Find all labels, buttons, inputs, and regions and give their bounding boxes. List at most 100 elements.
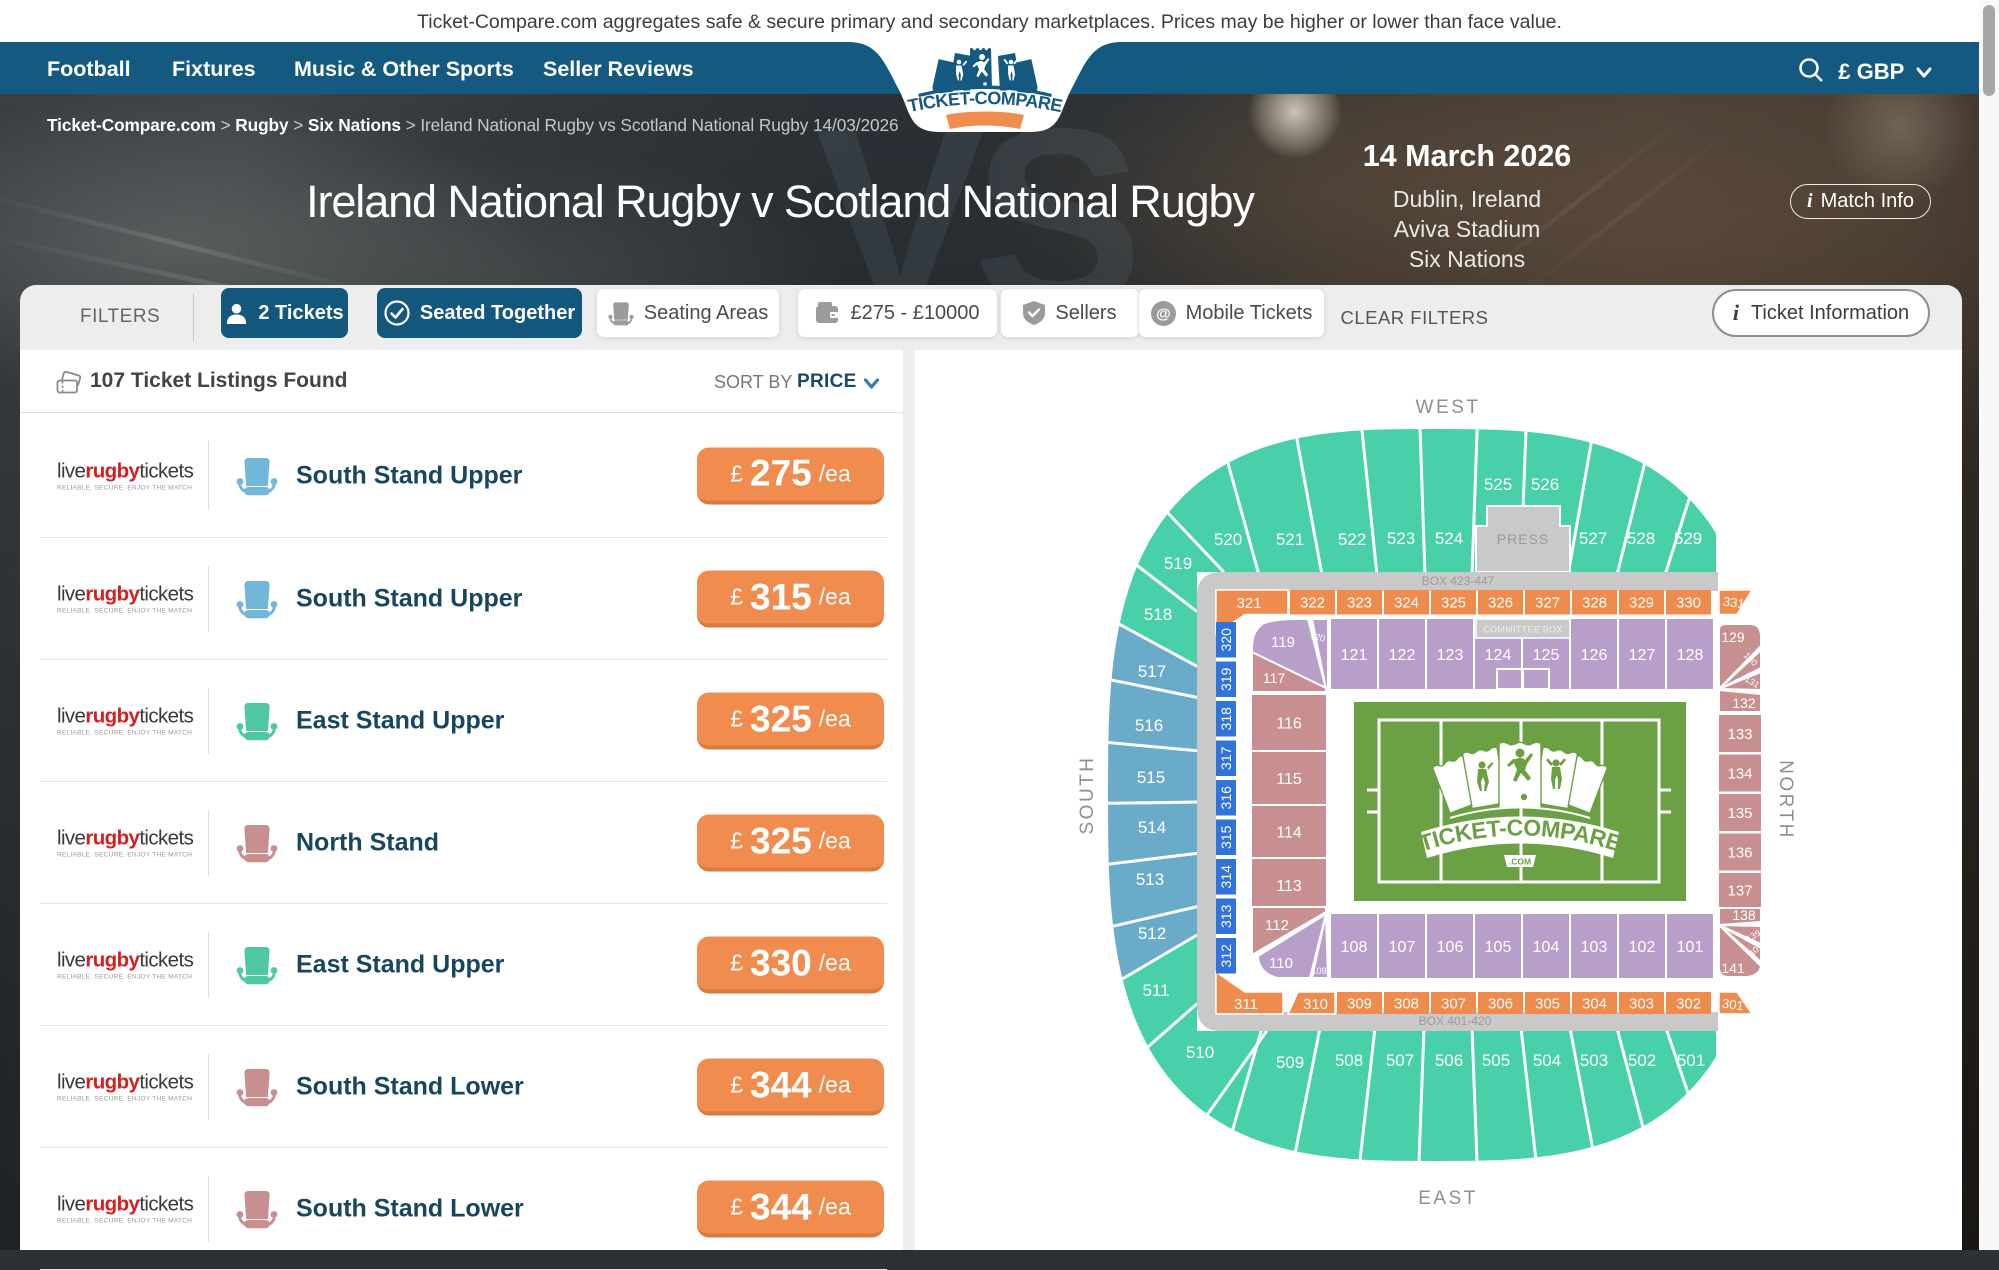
svg-text:315: 315 xyxy=(1218,825,1234,849)
svg-text:528: 528 xyxy=(1627,529,1655,548)
svg-text:509: 509 xyxy=(1276,1053,1304,1072)
svg-text:122: 122 xyxy=(1389,647,1416,664)
svg-text:325: 325 xyxy=(1441,595,1466,612)
svg-text:510: 510 xyxy=(1186,1043,1214,1062)
svg-text:505: 505 xyxy=(1482,1051,1510,1070)
svg-text:303: 303 xyxy=(1629,995,1654,1012)
svg-text:117: 117 xyxy=(1263,670,1286,686)
svg-text:327: 327 xyxy=(1535,595,1560,612)
svg-text:515: 515 xyxy=(1137,768,1165,787)
svg-text:WEST: WEST xyxy=(1416,397,1481,418)
svg-text:322: 322 xyxy=(1300,595,1325,612)
svg-text:302: 302 xyxy=(1676,995,1701,1012)
svg-text:508: 508 xyxy=(1335,1051,1363,1070)
svg-text:119: 119 xyxy=(1271,634,1295,651)
svg-text:PRESS: PRESS xyxy=(1497,531,1549,547)
svg-text:124: 124 xyxy=(1485,647,1512,664)
svg-text:501: 501 xyxy=(1677,1051,1705,1070)
svg-text:102: 102 xyxy=(1629,939,1656,956)
svg-text:316: 316 xyxy=(1218,786,1234,810)
svg-text:112: 112 xyxy=(1265,917,1289,934)
svg-text:109: 109 xyxy=(1311,966,1326,976)
svg-text:104: 104 xyxy=(1533,939,1560,956)
svg-text:137: 137 xyxy=(1727,882,1752,899)
svg-text:523: 523 xyxy=(1387,529,1415,548)
svg-text:512: 512 xyxy=(1138,924,1166,943)
svg-text:317: 317 xyxy=(1218,746,1234,770)
svg-text:120: 120 xyxy=(1309,630,1326,644)
svg-text:324: 324 xyxy=(1394,595,1419,612)
svg-text:321: 321 xyxy=(1236,595,1261,612)
svg-text:SOUTH: SOUTH xyxy=(1077,756,1098,835)
svg-text:319: 319 xyxy=(1218,667,1234,691)
svg-text:305: 305 xyxy=(1535,995,1560,1012)
svg-text:311: 311 xyxy=(1234,996,1258,1013)
svg-text:306: 306 xyxy=(1488,995,1513,1012)
svg-text:310: 310 xyxy=(1303,996,1328,1013)
svg-text:521: 521 xyxy=(1276,530,1304,549)
svg-text:115: 115 xyxy=(1276,771,1302,788)
svg-text:326: 326 xyxy=(1488,595,1513,612)
svg-text:517: 517 xyxy=(1138,662,1166,681)
svg-text:514: 514 xyxy=(1138,818,1166,837)
svg-text:125: 125 xyxy=(1533,647,1560,664)
svg-text:136: 136 xyxy=(1727,844,1752,861)
svg-text:COMMITTEE BOX: COMMITTEE BOX xyxy=(1483,625,1562,635)
svg-text:NORTH: NORTH xyxy=(1775,760,1796,840)
svg-text:304: 304 xyxy=(1582,995,1607,1012)
svg-text:320: 320 xyxy=(1218,628,1234,652)
svg-text:529: 529 xyxy=(1674,529,1702,548)
svg-text:511: 511 xyxy=(1142,981,1169,1000)
svg-text:106: 106 xyxy=(1437,939,1464,956)
svg-text:141: 141 xyxy=(1721,960,1745,976)
svg-text:318: 318 xyxy=(1218,707,1234,731)
svg-text:138: 138 xyxy=(1732,907,1756,923)
svg-text:127: 127 xyxy=(1629,647,1656,664)
svg-text:524: 524 xyxy=(1435,529,1463,548)
svg-text:330: 330 xyxy=(1676,595,1701,612)
svg-text:108: 108 xyxy=(1341,939,1368,956)
svg-text:123: 123 xyxy=(1437,647,1464,664)
svg-text:507: 507 xyxy=(1386,1051,1414,1070)
svg-text:121: 121 xyxy=(1341,647,1368,664)
svg-text:504: 504 xyxy=(1533,1051,1561,1070)
svg-text:128: 128 xyxy=(1677,647,1704,664)
svg-text:527: 527 xyxy=(1579,529,1607,548)
svg-text:519: 519 xyxy=(1164,554,1192,573)
svg-text:308: 308 xyxy=(1394,995,1419,1012)
svg-text:135: 135 xyxy=(1727,805,1752,822)
svg-text:113: 113 xyxy=(1276,878,1302,895)
svg-text:314: 314 xyxy=(1218,865,1234,889)
svg-text:309: 309 xyxy=(1347,995,1372,1012)
svg-text:EAST: EAST xyxy=(1418,1188,1478,1209)
svg-text:323: 323 xyxy=(1347,595,1372,612)
svg-text:516: 516 xyxy=(1135,716,1163,735)
svg-text:BOX 423-447: BOX 423-447 xyxy=(1422,574,1495,588)
svg-text:313: 313 xyxy=(1218,904,1234,928)
svg-text:107: 107 xyxy=(1389,939,1416,956)
svg-text:328: 328 xyxy=(1582,595,1607,612)
svg-text:329: 329 xyxy=(1629,595,1654,612)
svg-text:132: 132 xyxy=(1732,695,1756,711)
svg-text:307: 307 xyxy=(1441,995,1466,1012)
svg-text:110: 110 xyxy=(1269,955,1293,972)
svg-text:522: 522 xyxy=(1338,530,1366,549)
svg-text:503: 503 xyxy=(1580,1051,1608,1070)
svg-text:525: 525 xyxy=(1484,475,1512,494)
svg-text:114: 114 xyxy=(1276,824,1302,841)
svg-text:134: 134 xyxy=(1727,765,1752,782)
svg-text:513: 513 xyxy=(1136,870,1164,889)
svg-text:301: 301 xyxy=(1721,996,1745,1014)
svg-text:502: 502 xyxy=(1628,1051,1656,1070)
svg-text:520: 520 xyxy=(1214,530,1242,549)
svg-text:312: 312 xyxy=(1218,944,1234,968)
svg-text:518: 518 xyxy=(1144,605,1172,624)
svg-text:105: 105 xyxy=(1485,939,1512,956)
svg-text:129: 129 xyxy=(1721,629,1745,645)
svg-text:.COM: .COM xyxy=(1509,857,1531,867)
svg-text:133: 133 xyxy=(1727,726,1752,743)
svg-text:@: @ xyxy=(1156,305,1171,322)
svg-text:506: 506 xyxy=(1435,1051,1463,1070)
svg-text:101: 101 xyxy=(1677,939,1704,956)
svg-text:103: 103 xyxy=(1581,939,1608,956)
